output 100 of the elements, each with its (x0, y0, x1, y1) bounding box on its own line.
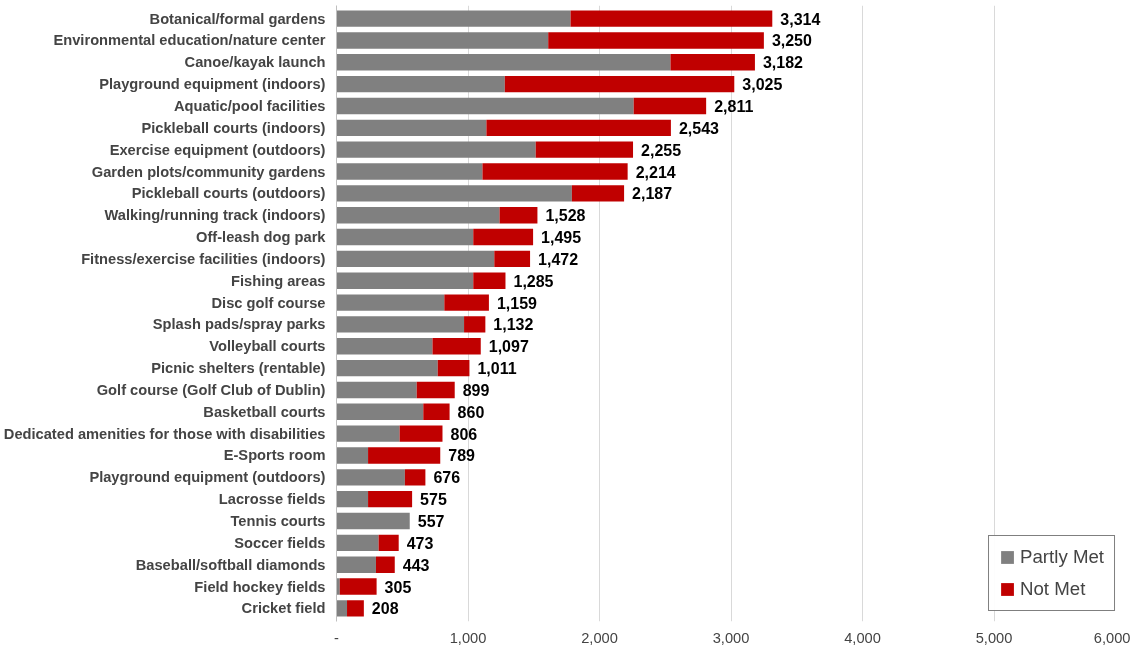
y-tick-label: Tennis courts (230, 513, 326, 530)
total-label: 3,250 (771, 32, 813, 50)
legend-label: Partly Met (1020, 546, 1104, 568)
total-label: 305 (384, 578, 412, 596)
y-tick-label: Field hockey fields (194, 578, 326, 595)
bar (404, 469, 426, 486)
y-tick-label: Botanical/formal gardens (149, 10, 326, 27)
y-tick-label: Lacrosse fields (218, 491, 326, 508)
bar (336, 75, 505, 93)
total-label: 2,543 (678, 119, 720, 137)
bar (399, 425, 443, 442)
y-tick-label: Soccer fields (234, 534, 326, 551)
total-label: 208 (371, 600, 399, 618)
y-tick-label: Picnic shelters (rentable) (151, 360, 326, 377)
bar (670, 54, 755, 71)
bar (548, 32, 764, 49)
bar (336, 600, 348, 617)
y-tick-label: Garden plots/community gardens (91, 163, 326, 180)
bar (368, 447, 441, 464)
bar (336, 294, 445, 311)
y-tick-label: Fitness/exercise facilities (indoors) (81, 250, 326, 267)
total-label: 557 (417, 513, 445, 531)
total-label: 3,182 (762, 54, 804, 72)
y-tick-label: Canoe/kayak launch (184, 54, 326, 71)
bar (437, 359, 470, 377)
bar (464, 316, 486, 333)
bar (486, 119, 671, 137)
bar (336, 338, 433, 355)
bar (416, 381, 455, 399)
total-label: 3,025 (742, 76, 783, 94)
total-label: 3,314 (780, 10, 821, 28)
bar (336, 490, 369, 508)
y-tick-label: Volleyball courts (209, 338, 326, 355)
y-tick-label: Fishing areas (231, 272, 326, 289)
y-tick-label: Dedicated amenities for those with disabilities (3, 425, 326, 442)
bar (482, 163, 628, 180)
bar (375, 556, 395, 573)
bar (336, 32, 549, 49)
x-tick-label: 2,000 (581, 629, 618, 646)
bar (347, 600, 364, 617)
bar (336, 207, 500, 224)
y-tick-label: Splash pads/spray parks (152, 316, 326, 333)
bar (336, 534, 379, 552)
bar (336, 512, 410, 530)
y-tick-label: Playground equipment (indoors) (99, 76, 326, 93)
total-label: 2,255 (641, 141, 682, 159)
total-label: 1,495 (541, 229, 582, 247)
y-tick-label: Pickleball courts (indoors) (141, 119, 326, 136)
bar (473, 228, 534, 246)
bar (336, 469, 405, 486)
bar (494, 250, 531, 268)
y-tick-label: Aquatic/pool facilities (174, 97, 326, 114)
bar (336, 556, 376, 573)
bar (336, 403, 424, 420)
y-tick-label: Disc golf course (211, 294, 326, 311)
bar (339, 578, 377, 595)
y-tick-label: Pickleball courts (outdoors) (131, 185, 326, 202)
total-label: 473 (406, 534, 434, 552)
y-tick-label: Walking/running track (indoors) (104, 207, 326, 224)
total-label: 1,132 (493, 316, 534, 334)
bar (633, 97, 707, 115)
bar (336, 228, 474, 246)
bar (423, 403, 450, 420)
x-tick-label: 5,000 (975, 629, 1013, 646)
bar (571, 185, 625, 202)
x-tick-label: 4,000 (844, 629, 881, 646)
total-label: 2,187 (632, 185, 673, 203)
bar (535, 141, 634, 158)
legend-label: Not Met (1020, 578, 1086, 600)
total-label: 676 (433, 469, 461, 487)
total-label: 789 (448, 447, 476, 465)
x-tick-label: - (334, 629, 340, 646)
total-label: 1,097 (488, 338, 529, 356)
total-label: 899 (462, 381, 490, 399)
y-tick-label: Basketball courts (203, 403, 326, 420)
y-tick-label: Playground equipment (outdoors) (89, 469, 326, 486)
total-label: 860 (457, 403, 485, 421)
bar (336, 119, 487, 137)
y-tick-label: Exercise equipment (outdoors) (109, 141, 326, 158)
bar (473, 272, 506, 289)
total-label: 1,472 (538, 250, 579, 268)
total-label: 1,528 (545, 207, 586, 225)
y-tick-label: Off-leash dog park (196, 229, 327, 246)
total-label: 2,811 (714, 97, 754, 115)
bar (336, 10, 571, 27)
bar (336, 185, 572, 202)
total-label: 575 (420, 491, 447, 509)
total-label: 1,285 (513, 272, 554, 290)
y-tick-label: Cricket field (241, 600, 326, 617)
bar (336, 316, 465, 333)
bar (570, 10, 773, 27)
bar (432, 338, 481, 355)
total-label: 1,011 (477, 360, 517, 378)
y-tick-label: Golf course (Golf Club of Dublin) (96, 381, 326, 398)
bar (336, 359, 438, 377)
total-label: 1,159 (496, 294, 538, 312)
x-tick-label: 6,000 (1093, 629, 1131, 646)
bar (336, 578, 340, 595)
bar (504, 75, 735, 93)
bar (336, 272, 474, 289)
